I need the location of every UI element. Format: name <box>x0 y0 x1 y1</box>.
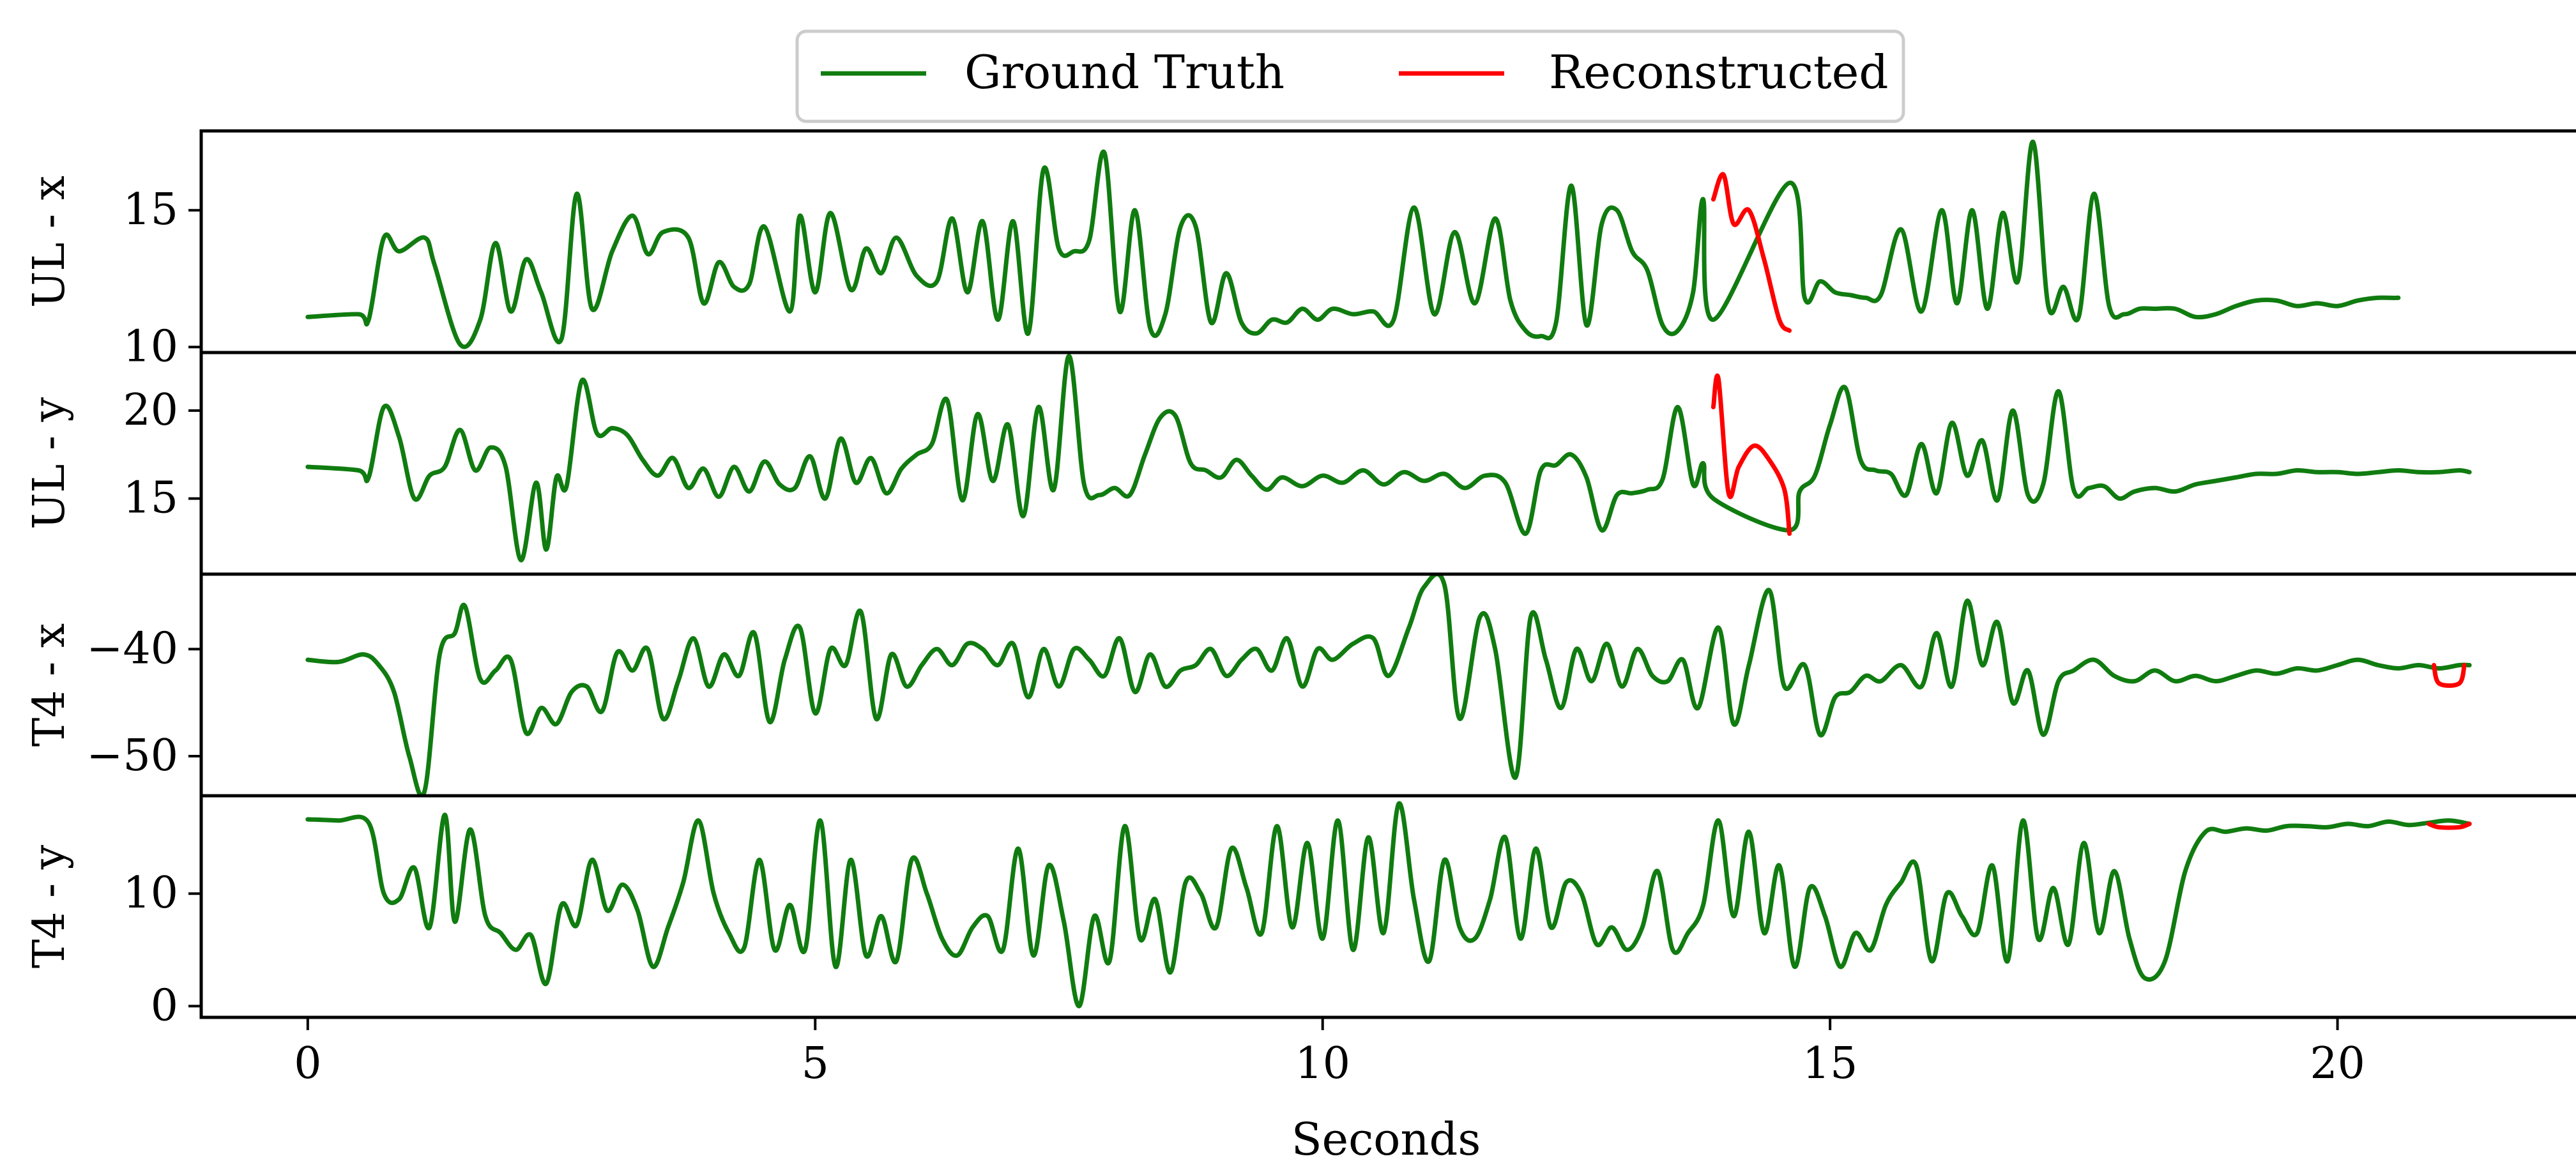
series-reconstructed-t4-x <box>2432 663 2467 688</box>
y-tick-label: 10 <box>123 868 178 918</box>
x-tick-label: 15 <box>1802 1038 1858 1089</box>
y-axis-label-ul-x: UL - x <box>24 176 75 308</box>
y-tick-label: 15 <box>123 473 178 524</box>
series-reconstructed-t4-y <box>2427 821 2472 830</box>
series-ground-truth-t4-x <box>305 574 2472 796</box>
y-tick-label: 15 <box>123 185 178 235</box>
y-tick-label: −40 <box>86 623 178 674</box>
x-tick-label: 10 <box>1295 1038 1350 1089</box>
series-reconstructed-ul-y <box>1711 374 1792 536</box>
series-reconstructed-ul-x <box>1711 172 1792 333</box>
y-tick-label: −50 <box>86 731 178 781</box>
x-tick-label: 0 <box>294 1038 321 1089</box>
x-tick-label: 5 <box>802 1038 829 1089</box>
series-ground-truth-t4-y <box>305 801 2472 1008</box>
series-ground-truth-ul-x <box>305 139 2401 349</box>
y-tick-label: 20 <box>123 385 178 436</box>
panel-frame-ul-x <box>199 129 2576 354</box>
panel-t4-y: 0 10 T4 - y <box>24 794 2576 1031</box>
series-ground-truth-ul-y <box>305 353 2472 563</box>
legend-label-ground-truth: Ground Truth <box>964 45 1284 99</box>
panel-frame-t4-y <box>199 794 2576 1019</box>
legend-label-reconstructed: Reconstructed <box>1549 45 1889 99</box>
x-axis: 0 5 10 15 20 <box>294 1017 2365 1089</box>
panel-ul-y: 15 20 UL - y <box>24 351 2576 576</box>
x-tick-label: 20 <box>2310 1038 2365 1089</box>
panel-ul-x: 10 15 UL - x <box>24 129 2576 372</box>
legend-box <box>795 29 1905 123</box>
y-axis-label-t4-y: T4 - y <box>24 844 75 968</box>
y-axis-label-t4-x: T4 - x <box>24 623 75 747</box>
y-tick-label: 0 <box>151 980 178 1031</box>
legend: Ground Truth Reconstructed <box>795 29 1905 123</box>
panel-frame-ul-y <box>199 351 2576 576</box>
y-tick-label: 10 <box>123 321 178 372</box>
x-axis-label: Seconds <box>1292 1113 1481 1166</box>
y-axis-label-ul-y: UL - y <box>24 397 75 529</box>
panel-frame-t4-x <box>199 572 2576 798</box>
